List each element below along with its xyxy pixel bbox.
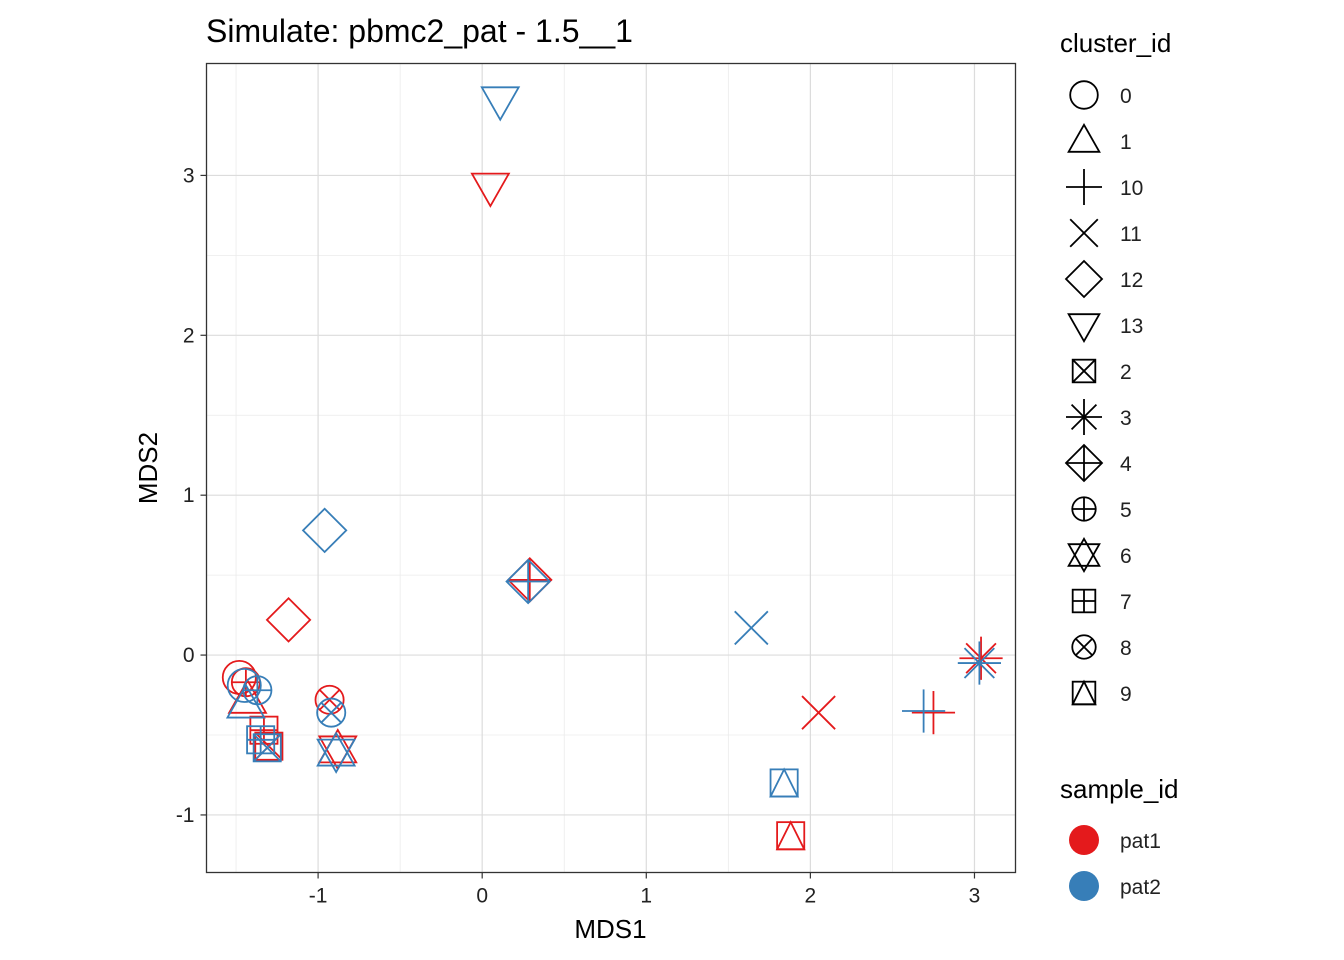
legend-color-swatch-pat1 (1069, 825, 1099, 855)
legend-label-cluster-2: 2 (1120, 361, 1132, 384)
legend-shape-4 (1064, 443, 1104, 483)
point-pat1-cluster-10 (911, 691, 956, 735)
point-pat1-cluster-12 (265, 597, 312, 643)
legend-color-swatch-pat2 (1069, 871, 1099, 901)
legend-label-cluster-8: 8 (1120, 637, 1132, 660)
x-axis-title: MDS1 (574, 914, 646, 944)
points-layer (221, 86, 1003, 851)
legend-shape-7 (1071, 588, 1097, 614)
point-pat2-cluster-4 (505, 558, 552, 605)
legend-shape-11 (1069, 218, 1099, 248)
x-tick-label: 0 (476, 885, 488, 908)
point-pat2-cluster-5 (242, 675, 273, 706)
legend-shape-9 (1071, 679, 1097, 706)
legend-shape-3 (1066, 399, 1102, 435)
legend-shape-8 (1071, 634, 1097, 660)
point-pat2-cluster-10 (902, 689, 946, 733)
point-pat2-cluster-2 (252, 733, 282, 763)
legend-label-cluster-12: 12 (1120, 269, 1143, 292)
point-pat2-cluster-12 (301, 507, 348, 554)
point-pat2-cluster-9 (769, 767, 800, 798)
y-tick-label: -1 (176, 804, 195, 827)
grid (206, 63, 1016, 873)
legend-label-cluster-11: 11 (1120, 223, 1142, 246)
legend-shape-10 (1066, 169, 1102, 205)
legend-shape-5 (1071, 496, 1097, 522)
point-pat2-cluster-6 (316, 731, 357, 774)
legend-shape-6 (1067, 536, 1101, 574)
legend-label-cluster-10: 10 (1120, 177, 1143, 200)
point-pat2-cluster-1 (225, 683, 266, 719)
plot-border (205, 62, 1017, 874)
legend-shape-12 (1064, 259, 1104, 299)
axes: -1 0 1 2 3 -1 0 1 2 3 (176, 164, 981, 907)
legend-label-cluster-7: 7 (1120, 591, 1132, 614)
legend-label-cluster-1: 1 (1120, 131, 1132, 154)
x-tick-label: 3 (969, 885, 981, 908)
point-pat2-cluster-8 (316, 697, 347, 728)
legend: cluster_id sample_id 0 1 10 11 12 13 2 3 4 5 6 7 8 9 p… (1060, 28, 1179, 901)
point-pat2-cluster-0 (226, 667, 262, 703)
legend-shape-0 (1069, 80, 1099, 110)
chart-title: Simulate: pbmc2_pat - 1.5__1 (206, 13, 633, 49)
legend-label-cluster-6: 6 (1120, 545, 1132, 568)
x-tick-label: -1 (309, 885, 328, 908)
point-pat1-cluster-13 (470, 172, 511, 208)
point-pat1-cluster-3 (959, 636, 1003, 680)
point-pat1-cluster-9 (775, 820, 806, 851)
y-tick-label: 3 (183, 164, 195, 187)
legend-label-cluster-5: 5 (1120, 499, 1132, 522)
legend-label-cluster-3: 3 (1120, 407, 1132, 430)
legend-label-cluster-4: 4 (1120, 453, 1132, 476)
point-pat2-cluster-3 (957, 641, 1001, 685)
legend-label-cluster-13: 13 (1120, 315, 1143, 338)
x-tick-label: 2 (805, 885, 817, 908)
legend-shape-13 (1067, 313, 1101, 344)
y-tick-label: 2 (183, 324, 195, 347)
y-tick-label: 1 (183, 484, 195, 507)
legend-label-cluster-0: 0 (1120, 85, 1132, 108)
point-pat2-cluster-7 (246, 725, 276, 755)
legend-label-cluster-9: 9 (1120, 683, 1132, 706)
color-legend-title: sample_id (1060, 774, 1179, 804)
legend-label-sample-pat2: pat2 (1120, 876, 1161, 899)
legend-label-sample-pat1: pat1 (1120, 830, 1161, 853)
y-tick-label: 0 (183, 644, 195, 667)
point-pat1-cluster-11 (801, 695, 836, 730)
shape-legend-title: cluster_id (1060, 28, 1171, 58)
point-pat2-cluster-13 (480, 86, 521, 122)
point-pat2-cluster-11 (734, 610, 769, 646)
y-axis-title: MDS2 (133, 432, 163, 504)
legend-shape-2 (1071, 358, 1097, 384)
legend-shape-1 (1067, 122, 1101, 153)
x-tick-label: 1 (640, 885, 652, 908)
